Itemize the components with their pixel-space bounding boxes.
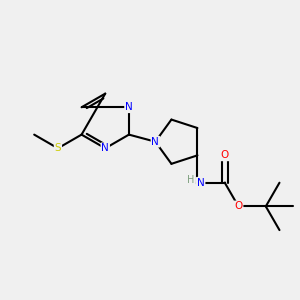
Text: N: N [197, 178, 205, 188]
Text: N: N [125, 102, 133, 112]
Text: S: S [55, 143, 61, 153]
Text: N: N [101, 143, 109, 153]
Text: N: N [152, 137, 159, 147]
Text: O: O [221, 150, 229, 161]
Text: H: H [187, 175, 194, 185]
Text: O: O [234, 201, 243, 212]
